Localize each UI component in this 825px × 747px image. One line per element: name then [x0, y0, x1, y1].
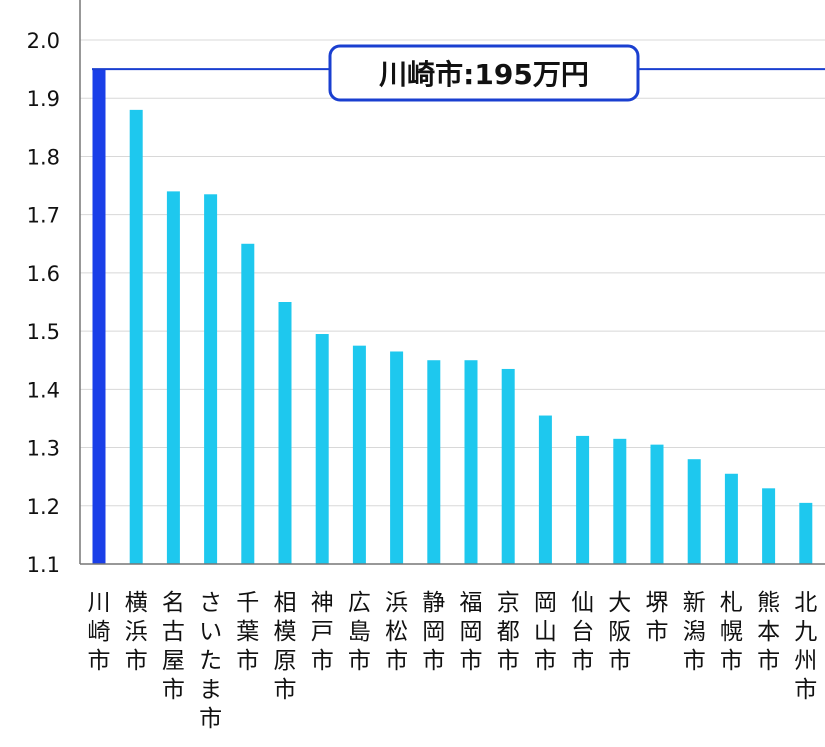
x-tick-label: 岡山市 — [534, 590, 557, 674]
grid-lines — [80, 40, 825, 506]
x-tick-label: 福岡市 — [460, 590, 483, 674]
x-tick-label: 新潟市 — [683, 590, 706, 674]
x-tick-label: 神戸市 — [311, 590, 334, 674]
bar — [725, 474, 738, 564]
y-tick-label: 1.7 — [27, 204, 60, 228]
y-axis-tick-labels: 2.0 1.9 1.8 1.7 1.6 1.5 1.4 1.3 1.2 1.1 — [27, 29, 60, 577]
y-tick-label: 1.5 — [27, 320, 60, 344]
x-tick-label: 広島市 — [348, 590, 371, 674]
x-tick-label: 横浜市 — [125, 590, 148, 674]
y-tick-label: 2.0 — [27, 29, 60, 53]
y-tick-label: 1.2 — [27, 495, 60, 519]
bar — [204, 194, 217, 564]
bar — [353, 346, 366, 564]
bar — [427, 360, 440, 564]
x-tick-label: 熊本市 — [757, 590, 780, 674]
bar — [762, 488, 775, 564]
bar — [279, 302, 292, 564]
y-tick-label: 1.3 — [27, 437, 60, 461]
bar — [465, 360, 478, 564]
bars — [93, 69, 813, 564]
y-tick-label: 1.1 — [27, 553, 60, 577]
y-tick-label: 1.6 — [27, 262, 60, 286]
x-tick-label: 仙台市 — [571, 590, 594, 674]
bar — [167, 191, 180, 564]
x-tick-label: 堺市 — [646, 590, 669, 645]
y-tick-label: 1.8 — [27, 145, 60, 169]
x-tick-label: 札幌市 — [720, 590, 743, 674]
bar — [390, 351, 403, 564]
y-tick-label: 1.4 — [27, 378, 60, 402]
x-tick-label: 浜松市 — [385, 590, 408, 674]
x-tick-label: 大阪市 — [608, 590, 631, 674]
bar — [688, 459, 701, 564]
bar — [613, 439, 626, 564]
x-tick-label: 千葉市 — [236, 590, 259, 674]
annotation-label: 川崎市:195万円 — [379, 58, 589, 91]
bar — [93, 69, 106, 564]
bar — [241, 244, 254, 564]
x-tick-label: さいたま市 — [199, 590, 222, 732]
bar — [651, 445, 664, 564]
bar — [316, 334, 329, 564]
bar — [130, 110, 143, 564]
x-tick-label: 静岡市 — [422, 590, 445, 674]
x-tick-label: 川崎市 — [88, 590, 111, 674]
x-tick-label: 北九州市 — [794, 590, 817, 703]
bar — [576, 436, 589, 564]
bar — [539, 416, 552, 564]
bar — [502, 369, 515, 564]
x-axis-category-labels: 川崎市横浜市名古屋市さいたま市千葉市相模原市神戸市広島市浜松市静岡市福岡市京都市… — [88, 590, 818, 732]
annotation: 川崎市:195万円 — [92, 46, 825, 100]
x-tick-label: 相模原市 — [274, 590, 297, 703]
bar — [799, 503, 812, 564]
x-tick-label: 京都市 — [497, 590, 520, 674]
x-tick-label: 名古屋市 — [162, 590, 185, 703]
y-tick-label: 1.9 — [27, 87, 60, 111]
